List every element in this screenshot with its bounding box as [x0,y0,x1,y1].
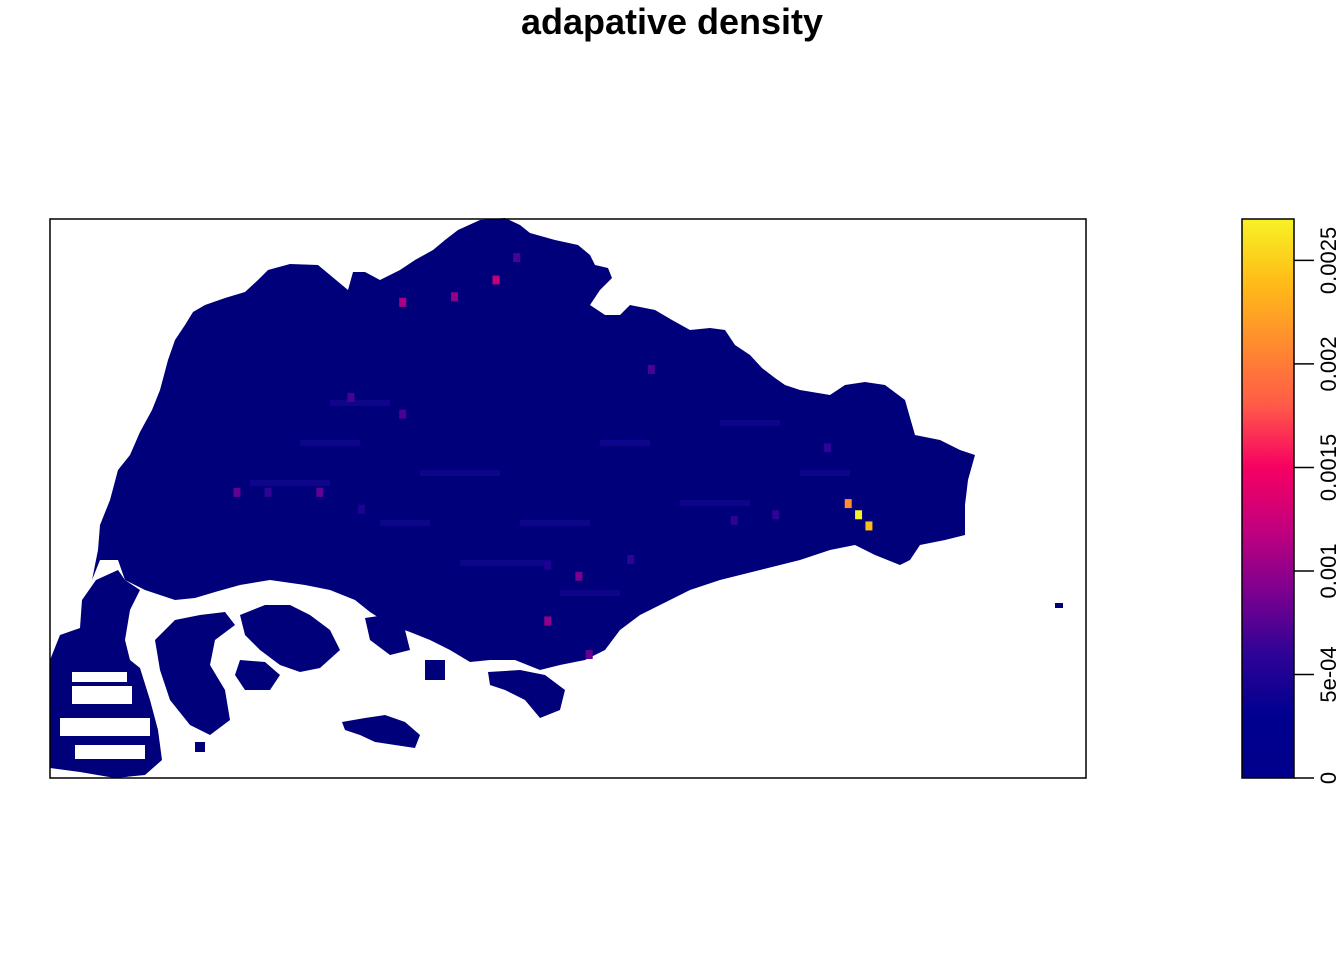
island-a [155,612,235,735]
hotspot-cell [575,571,583,581]
island-g [425,660,445,680]
hotspot-cell [316,487,324,497]
hotspot-cell [399,297,407,307]
colorbar [1241,218,1295,779]
channel-4 [72,672,127,682]
hotspot-cell [772,510,780,520]
hotspot-cell [855,510,863,520]
hotspot-cell [627,554,635,564]
hotspot-cell [492,275,500,285]
hotspot-cell [844,499,852,509]
hotspot-cell [544,616,552,626]
channel-3 [75,745,145,759]
map-layer [50,218,1063,778]
colorbar-tick-label: 0.0015 [1316,434,1341,501]
colorbar-ticks: 0 5e-04 0.001 0.0015 0.002 0.0025 [1294,227,1341,784]
colorbar-tick-label: 0.001 [1316,543,1341,598]
plot-frame [49,218,1087,779]
hotspot-cell [347,392,355,402]
island-h [1055,603,1063,608]
hotspot-cell [513,253,521,263]
hotspot-cell [865,521,873,531]
island-c [235,660,280,690]
hotspot-cell [824,443,831,453]
hotspot-layer [233,253,873,660]
hotspot-cell [357,504,365,514]
island-d [365,615,410,655]
colorbar-tick-label: 0.0025 [1316,227,1341,294]
chart-title: adapative density [520,1,824,42]
land-main [80,218,975,670]
hotspot-cell [544,560,552,570]
hotspot-cell [730,515,738,525]
island-f [342,715,420,748]
mottling [250,400,850,596]
channel-1 [72,686,132,704]
island-b [240,605,340,672]
hotspot-cell [233,487,241,497]
hotspot-cell [264,487,272,497]
hotspot-cell [585,650,593,660]
colorbar-tick-label: 5e-04 [1316,646,1341,702]
colorbar-tick-label: 0.002 [1316,336,1341,391]
channel-2 [60,718,150,736]
colorbar-tick-label: 0 [1316,772,1341,784]
island-e [488,670,565,718]
hotspot-cell [399,409,407,419]
island-i [195,742,205,752]
hotspot-cell [647,364,655,374]
hotspot-cell [451,292,459,302]
